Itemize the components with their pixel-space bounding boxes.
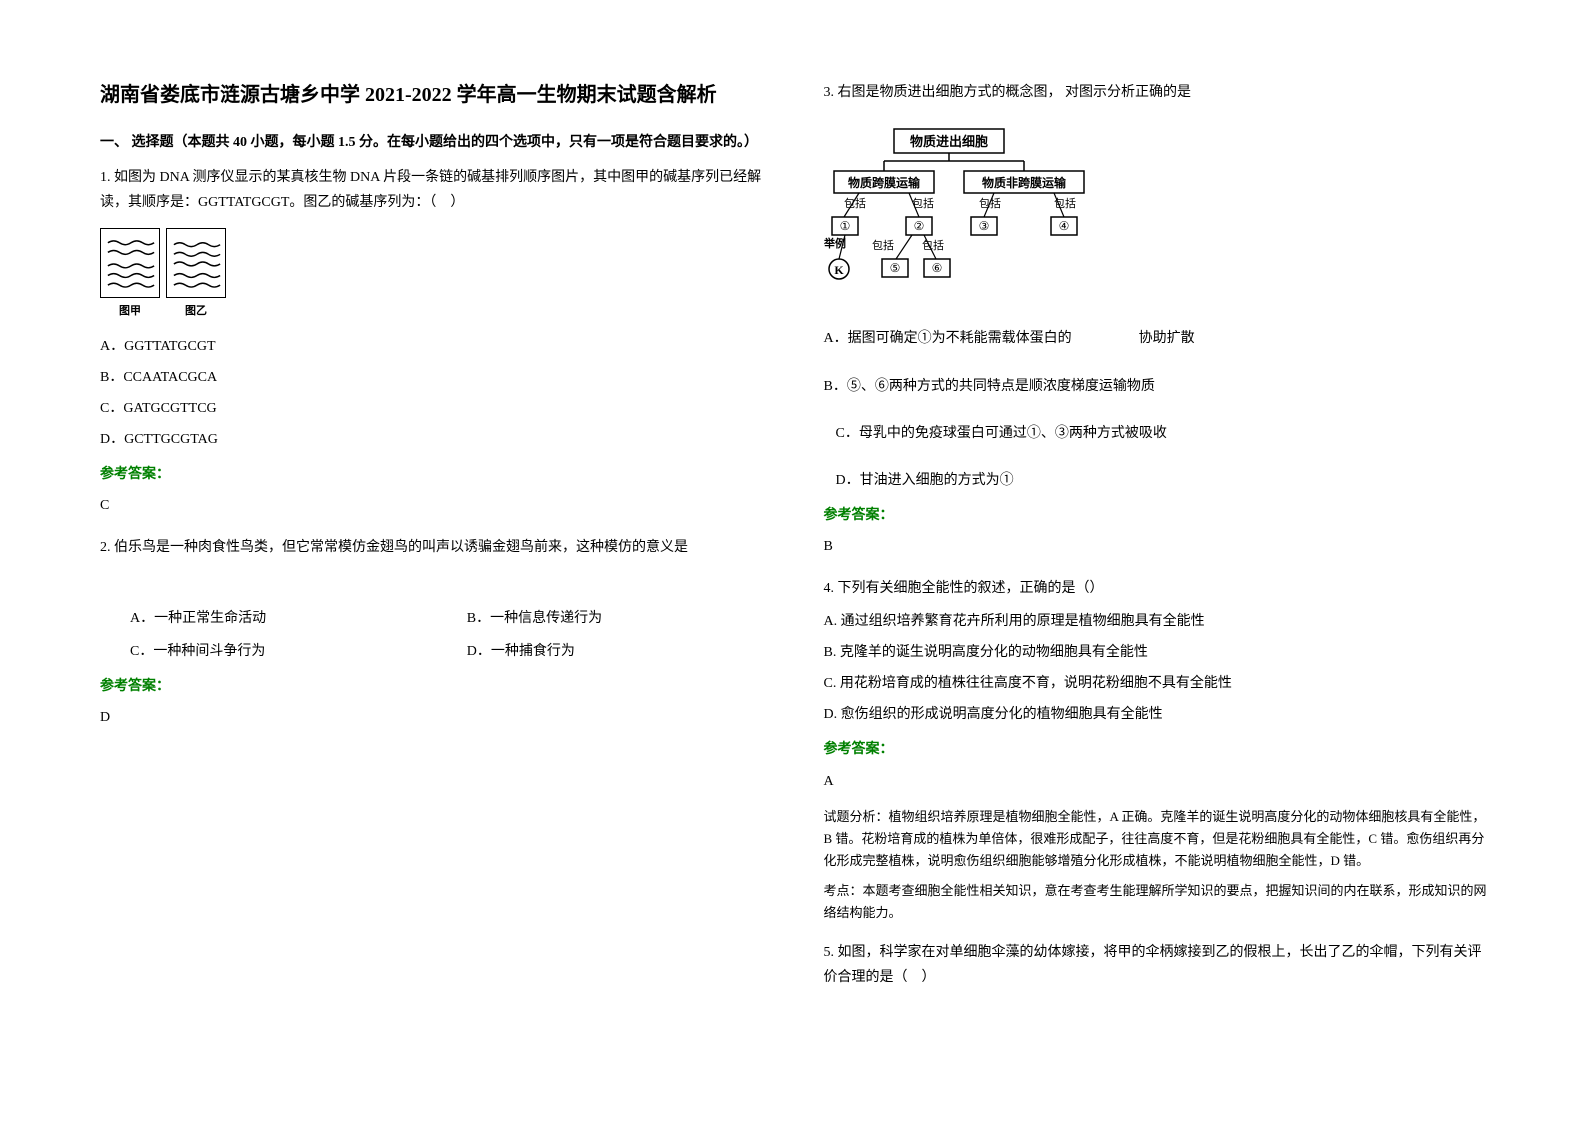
svg-text:⑥: ⑥	[931, 261, 942, 275]
svg-text:④: ④	[1058, 219, 1069, 233]
svg-text:物质跨膜运输: 物质跨膜运输	[847, 175, 920, 190]
q2-option-row-1: A．一种正常生命活动 B．一种信息传递行为	[130, 606, 764, 631]
question-5: 5. 如图，科学家在对单细胞伞藻的幼体嫁接，将甲的伞柄嫁接到乙的假根上，长出了乙…	[824, 940, 1488, 990]
q2-text: 2. 伯乐鸟是一种肉食性鸟类，但它常常模仿金翅鸟的叫声以诱骗金翅鸟前来，这种模仿…	[100, 535, 764, 560]
document-title: 湖南省娄底市涟源古塘乡中学 2021-2022 学年高一生物期末试题含解析	[100, 80, 764, 110]
question-1: 1. 如图为 DNA 测序仪显示的某真核生物 DNA 片段一条链的碱基排列顺序图…	[100, 165, 764, 518]
q4-option-b: B. 克隆羊的诞生说明高度分化的动物细胞具有全能性	[824, 640, 1488, 665]
q2-option-c: C．一种种间斗争行为	[130, 639, 427, 664]
q2-answer: D	[100, 705, 764, 730]
svg-text:①: ①	[839, 219, 850, 233]
question-2: 2. 伯乐鸟是一种肉食性鸟类，但它常常模仿金翅鸟的叫声以诱骗金翅鸟前来，这种模仿…	[100, 535, 764, 731]
dna-label-row: 图甲 图乙	[100, 302, 764, 322]
right-column: 3. 右图是物质进出细胞方式的概念图， 对图示分析正确的是 物质进出细胞 物质跨…	[824, 80, 1488, 1007]
svg-text:包括: 包括	[872, 238, 894, 252]
page-container: 湖南省娄底市涟源古塘乡中学 2021-2022 学年高一生物期末试题含解析 一、…	[100, 80, 1487, 1007]
svg-text:物质非跨膜运输: 物质非跨膜运输	[981, 175, 1066, 190]
svg-text:③: ③	[978, 219, 989, 233]
q2-option-b: B．一种信息传递行为	[467, 606, 764, 631]
q1-diagram: 图甲 图乙	[100, 228, 764, 322]
dna-label-left: 图甲	[100, 302, 160, 322]
svg-text:包括: 包括	[844, 196, 866, 210]
left-column: 湖南省娄底市涟源古塘乡中学 2021-2022 学年高一生物期末试题含解析 一、…	[100, 80, 764, 1007]
dna-diagram	[100, 228, 226, 298]
q3-text: 3. 右图是物质进出细胞方式的概念图， 对图示分析正确的是	[824, 80, 1488, 105]
concept-map-icon: 物质进出细胞 物质跨膜运输 物质非跨膜运输 包括 包括 包括	[824, 127, 1104, 297]
q3-option-a-suf: 协助扩散	[1139, 331, 1195, 346]
q4-option-c: C. 用花粉培育成的植株往往高度不育，说明花粉细胞不具有全能性	[824, 671, 1488, 696]
q1-option-b: B．CCAATACGCA	[100, 365, 764, 390]
q3-option-c: C．母乳中的免疫球蛋白可通过①、③两种方式被吸收	[836, 421, 1488, 446]
section-header: 一、 选择题（本题共 40 小题，每小题 1.5 分。在每小题给出的四个选项中，…	[100, 130, 764, 155]
q2-option-d: D．一种捕食行为	[467, 639, 764, 664]
q4-option-a: A. 通过组织培养繁育花卉所利用的原理是植物细胞具有全能性	[824, 609, 1488, 634]
question-4: 4. 下列有关细胞全能性的叙述，正确的是（） A. 通过组织培养繁育花卉所利用的…	[824, 576, 1488, 925]
q3-answer-label: 参考答案：	[824, 503, 1488, 528]
q2-option-a: A．一种正常生命活动	[130, 606, 427, 631]
q4-kaodian: 考点：本题考查细胞全能性相关知识，意在考查考生能理解所学知识的要点，把握知识间的…	[824, 880, 1488, 924]
q2-answer-label: 参考答案：	[100, 674, 764, 699]
q1-option-a: A．GGTTATGCGT	[100, 334, 764, 359]
dna-waves-right-icon	[171, 237, 223, 289]
q3-answer: B	[824, 534, 1488, 559]
svg-text:包括: 包括	[1054, 196, 1076, 210]
svg-text:②: ②	[913, 219, 924, 233]
q3-option-a: A．据图可确定①为不耗能需载体蛋白的 协助扩散	[824, 326, 1488, 351]
dna-frame-right	[166, 228, 226, 298]
dna-waves-left-icon	[105, 237, 157, 289]
q3-concept-map: 物质进出细胞 物质跨膜运输 物质非跨膜运输 包括 包括 包括	[824, 127, 1104, 306]
concept-top-text: 物质进出细胞	[909, 134, 987, 149]
q1-answer-label: 参考答案：	[100, 462, 764, 487]
question-3: 3. 右图是物质进出细胞方式的概念图， 对图示分析正确的是 物质进出细胞 物质跨…	[824, 80, 1488, 560]
q3-option-b: B．⑤、⑥两种方式的共同特点是顺浓度梯度运输物质	[824, 374, 1488, 399]
q1-answer: C	[100, 493, 764, 518]
q3-option-d: D．甘油进入细胞的方式为①	[836, 468, 1488, 493]
q5-text: 5. 如图，科学家在对单细胞伞藻的幼体嫁接，将甲的伞柄嫁接到乙的假根上，长出了乙…	[824, 940, 1488, 990]
q1-text: 1. 如图为 DNA 测序仪显示的某真核生物 DNA 片段一条链的碱基排列顺序图…	[100, 165, 764, 215]
q3-option-a-pre: A．据图可确定①为不耗能需载体蛋白的	[824, 331, 1072, 346]
q4-analysis: 试题分析：植物组织培养原理是植物细胞全能性，A 正确。克隆羊的诞生说明高度分化的…	[824, 806, 1488, 872]
dna-frame-left	[100, 228, 160, 298]
q4-answer-label: 参考答案：	[824, 737, 1488, 762]
svg-text:K: K	[834, 263, 844, 277]
q1-option-d: D．GCTTGCGTAG	[100, 427, 764, 452]
svg-text:⑤: ⑤	[889, 261, 900, 275]
dna-label-right: 图乙	[166, 302, 226, 322]
svg-text:包括: 包括	[922, 238, 944, 252]
q1-option-c: C．GATGCGTTCG	[100, 396, 764, 421]
q4-option-d: D. 愈伤组织的形成说明高度分化的植物细胞具有全能性	[824, 702, 1488, 727]
q4-answer: A	[824, 769, 1488, 794]
q4-text: 4. 下列有关细胞全能性的叙述，正确的是（）	[824, 576, 1488, 601]
q2-option-row-2: C．一种种间斗争行为 D．一种捕食行为	[130, 639, 764, 664]
